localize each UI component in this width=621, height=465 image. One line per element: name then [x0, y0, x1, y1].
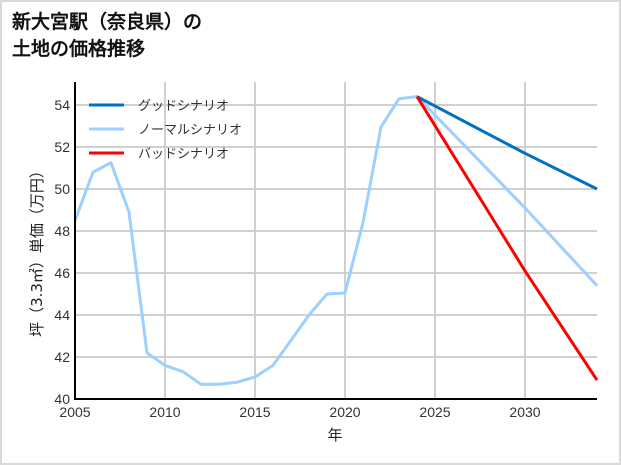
series-line: [416, 95, 598, 191]
y-tick-label: 46: [54, 265, 70, 281]
legend-label: ノーマルシナリオ: [138, 123, 242, 138]
y-tick-label: 50: [54, 181, 70, 197]
y-tick-label: 54: [54, 97, 70, 113]
y-tick-label: 44: [54, 307, 70, 323]
y-tick-labels: 40 42 44 46 48 50 52 54: [54, 97, 70, 407]
x-tick-label: 2015: [239, 404, 270, 420]
series-line: [415, 95, 599, 381]
axes: [74, 82, 597, 400]
series-lines: [73, 95, 599, 386]
y-tick-label: 40: [54, 391, 70, 407]
y-tick-label: 42: [54, 349, 70, 365]
y-tick-label: 52: [54, 139, 70, 155]
chart-title-line2: 土地の価格推移: [12, 38, 146, 60]
x-tick-label: 2025: [419, 404, 450, 420]
x-tick-labels: 2005 2010 2015 2020 2025 2030: [59, 404, 540, 420]
x-tick-label: 2010: [149, 404, 180, 420]
legend-label: バッドシナリオ: [138, 147, 229, 162]
chart-title-line1: 新大宮駅（奈良県）の: [12, 11, 203, 33]
series-line: [73, 95, 599, 386]
chart-title: 新大宮駅（奈良県）の 土地の価格推移: [12, 9, 202, 63]
x-axis-label: 年: [327, 426, 342, 444]
x-tick-label: 2030: [509, 404, 540, 420]
y-axis-label: 坪（3.3㎡）単価（万円）: [28, 163, 46, 337]
y-tick-label: 48: [54, 223, 70, 239]
x-tick-label: 2020: [329, 404, 360, 420]
legend-label: グッドシナリオ: [138, 99, 229, 114]
gridlines: [75, 82, 597, 399]
x-tick-label: 2005: [59, 404, 90, 420]
